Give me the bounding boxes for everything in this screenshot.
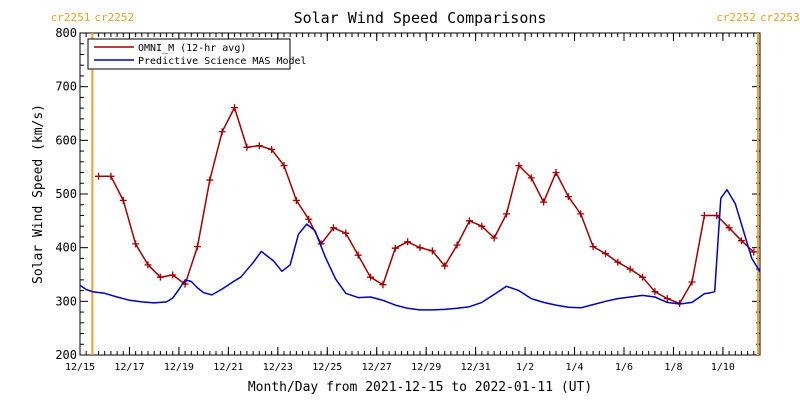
omni-data-point: [305, 215, 313, 223]
omni-data-point: [193, 243, 201, 251]
x-tick-label: 12/27: [362, 362, 392, 373]
y-tick-label: 300: [55, 294, 77, 308]
omni-data-point: [527, 174, 535, 182]
omni-data-point: [268, 145, 276, 153]
omni-data-point: [354, 251, 362, 259]
y-tick-label: 700: [55, 80, 77, 94]
carrington-labels: cr2251 cr2252 cr2252 cr2253: [51, 11, 800, 24]
omni-data-point: [342, 229, 350, 237]
omni-data-point: [552, 169, 560, 177]
y-axis: 200 300 400 500 600 700 800: [55, 26, 760, 362]
carrington-label-after: cr2253: [760, 11, 800, 24]
omni-data-point: [280, 162, 288, 170]
omni-data-point: [119, 196, 127, 204]
omni-data-point: [564, 193, 572, 201]
omni-data-point: [688, 278, 696, 286]
omni-data-point: [577, 210, 585, 218]
y-tick-label: 400: [55, 241, 77, 255]
omni-data-point: [144, 261, 152, 269]
x-tick-label: 12/25: [312, 362, 342, 373]
omni-data-point: [404, 238, 412, 246]
omni-data-point: [243, 143, 251, 151]
omni-data-point: [453, 241, 461, 249]
legend: OMNI_M (12-hr avg) Predictive Science MA…: [87, 38, 307, 70]
omni-series-line: [98, 106, 755, 305]
carrington-label-before: cr2252: [716, 11, 756, 24]
x-axis-label: Month/Day from 2021-12-15 to 2022-01-11 …: [248, 380, 592, 395]
x-tick-label: 12/17: [114, 362, 144, 373]
omni-data-point: [750, 248, 758, 256]
omni-data-point: [292, 196, 300, 204]
omni-data-point: [700, 211, 708, 219]
omni-data-point: [503, 210, 511, 218]
omni-data-point: [329, 224, 337, 232]
omni-data-point: [589, 243, 597, 251]
x-tick-label: 12/19: [164, 362, 194, 373]
x-axis: 12/15 12/17 12/19 12/21 12/23 12/25 12/27 12/29…: [65, 33, 761, 373]
carrington-boundary-lines: [91, 33, 759, 355]
omni-data-point: [490, 234, 498, 242]
y-axis-label: Solar Wind Speed (km/s): [31, 104, 46, 284]
omni-data-point: [156, 273, 164, 281]
omni-data-point: [231, 104, 239, 112]
omni-data-point: [367, 273, 375, 281]
series-layer: [79, 104, 761, 311]
carrington-label-before: cr2251: [51, 11, 91, 24]
omni-data-point: [737, 237, 745, 245]
legend-box: [87, 38, 291, 70]
omni-data-point: [132, 240, 140, 248]
omni-data-point: [725, 224, 733, 232]
omni-data-point: [169, 271, 177, 279]
x-tick-label: 12/31: [461, 362, 491, 373]
y-tick-label: 600: [55, 133, 77, 147]
omni-data-point: [391, 244, 399, 252]
omni-data-point: [255, 142, 263, 150]
x-tick-label: 12/29: [411, 362, 441, 373]
omni-data-point: [663, 295, 671, 303]
legend-entry-omni: OMNI_M (12-hr avg): [138, 43, 246, 54]
x-tick-label: 1/6: [615, 362, 633, 373]
omni-data-point: [441, 262, 449, 270]
omni-data-point: [515, 162, 523, 170]
omni-data-point: [206, 176, 214, 184]
omni-data-point: [540, 198, 548, 206]
omni-data-point: [639, 273, 647, 281]
y-tick-label: 500: [55, 187, 77, 201]
x-tick-label: 1/2: [516, 362, 534, 373]
omni-data-point: [95, 172, 103, 180]
x-tick-label: 1/4: [566, 362, 584, 373]
plot-frame: [79, 32, 761, 356]
mas-series-line: [79, 188, 761, 311]
omni-data-point: [626, 265, 634, 273]
legend-entry-mas: Predictive Science MAS Model: [138, 56, 307, 67]
x-tick-label: 12/15: [65, 362, 95, 373]
omni-data-point: [478, 222, 486, 230]
carrington-label-after: cr2252: [94, 11, 134, 24]
chart-title: Solar Wind Speed Comparisons: [294, 9, 547, 27]
x-tick-label: 1/8: [664, 362, 682, 373]
omni-data-point: [614, 258, 622, 266]
omni-data-point: [465, 217, 473, 225]
y-tick-label: 800: [55, 26, 77, 40]
omni-data-point: [107, 172, 115, 180]
x-tick-label: 12/23: [263, 362, 293, 373]
x-tick-label: 12/21: [213, 362, 243, 373]
x-tick-label: 1/10: [711, 362, 735, 373]
y-tick-label: 200: [55, 348, 77, 362]
omni-data-point: [218, 128, 226, 136]
omni-data-point: [379, 281, 387, 289]
omni-data-point: [416, 244, 424, 252]
omni-data-point: [601, 250, 609, 258]
omni-data-point: [651, 288, 659, 296]
omni-data-point: [428, 247, 436, 255]
